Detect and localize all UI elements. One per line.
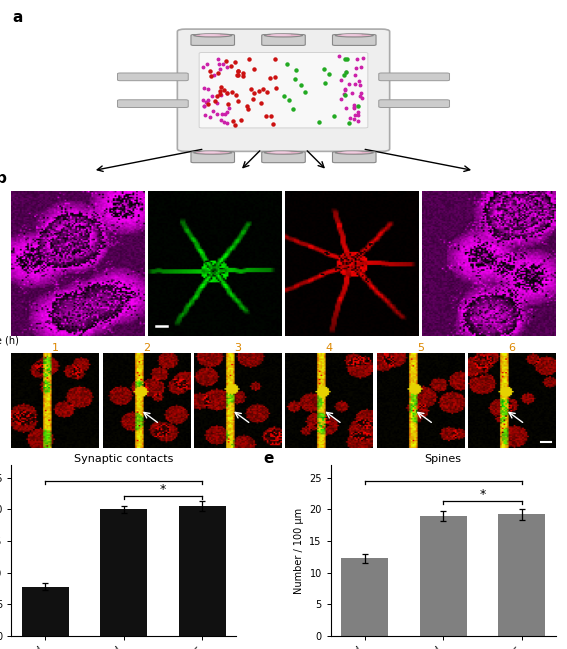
FancyBboxPatch shape <box>117 73 188 80</box>
Title: Synaptic contacts: Synaptic contacts <box>74 454 174 464</box>
Ellipse shape <box>264 151 303 154</box>
Ellipse shape <box>270 151 291 153</box>
Ellipse shape <box>194 151 232 154</box>
Ellipse shape <box>341 151 362 153</box>
Title: 4: 4 <box>325 343 333 353</box>
Ellipse shape <box>200 34 221 36</box>
Title: 1: 1 <box>52 343 59 353</box>
Text: Time (h): Time (h) <box>0 336 19 346</box>
FancyBboxPatch shape <box>191 34 235 45</box>
FancyBboxPatch shape <box>379 73 450 80</box>
FancyBboxPatch shape <box>262 34 305 45</box>
Y-axis label: Number / 100 μm: Number / 100 μm <box>294 508 304 594</box>
FancyBboxPatch shape <box>199 53 368 128</box>
FancyBboxPatch shape <box>191 152 235 163</box>
Ellipse shape <box>335 34 373 37</box>
FancyBboxPatch shape <box>332 152 376 163</box>
FancyBboxPatch shape <box>177 29 390 151</box>
Bar <box>420 516 467 636</box>
FancyBboxPatch shape <box>262 152 305 163</box>
Text: b: b <box>0 171 6 186</box>
Ellipse shape <box>264 34 303 37</box>
Title: 3: 3 <box>234 343 242 353</box>
FancyBboxPatch shape <box>379 100 450 108</box>
Text: e: e <box>263 452 274 467</box>
Ellipse shape <box>194 34 232 37</box>
Ellipse shape <box>341 34 362 36</box>
FancyBboxPatch shape <box>117 100 188 108</box>
Ellipse shape <box>200 151 221 153</box>
Bar <box>179 506 226 636</box>
Text: a: a <box>12 10 22 25</box>
Title: 5: 5 <box>417 343 424 353</box>
Title: 6: 6 <box>508 343 515 353</box>
Bar <box>498 515 545 636</box>
Title: Spines: Spines <box>425 454 462 464</box>
Text: *: * <box>479 488 486 501</box>
Bar <box>22 587 69 636</box>
FancyBboxPatch shape <box>332 34 376 45</box>
Ellipse shape <box>335 151 373 154</box>
Ellipse shape <box>270 34 291 36</box>
Bar <box>341 558 388 636</box>
Bar <box>100 509 147 636</box>
Text: *: * <box>160 483 166 496</box>
Title: 2: 2 <box>143 343 150 353</box>
